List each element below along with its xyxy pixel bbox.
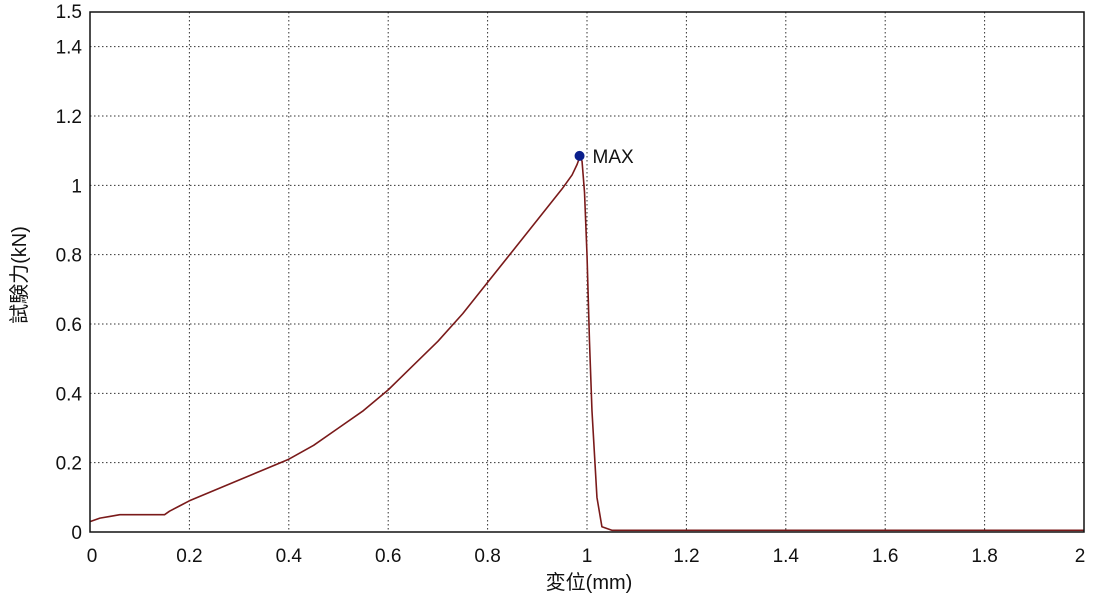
annotations: MAX bbox=[574, 147, 635, 168]
x-tick-label: 1.4 bbox=[773, 546, 800, 567]
max-point-marker bbox=[574, 150, 585, 161]
y-axis-title: 試験力(kN) bbox=[8, 226, 31, 324]
x-tick-label: 0.8 bbox=[474, 546, 500, 567]
x-tick-label: 1.8 bbox=[971, 546, 997, 567]
y-tick-label: 1 bbox=[71, 176, 82, 197]
plot-frame bbox=[89, 11, 1085, 533]
y-tick-label: 0.4 bbox=[56, 384, 83, 405]
x-tick-label: 1.6 bbox=[872, 546, 898, 567]
series-layer bbox=[89, 156, 1084, 532]
max-point-label: MAX bbox=[593, 147, 635, 168]
y-tick-label: 0.2 bbox=[56, 454, 82, 475]
x-tick-label: 0 bbox=[87, 546, 98, 567]
series-line-0 bbox=[89, 156, 1084, 532]
grid bbox=[90, 12, 1084, 532]
x-tick-label: 0.4 bbox=[276, 546, 303, 567]
y-tick-label: 0.6 bbox=[56, 315, 82, 336]
tick-labels: 0 0.2 0.4 0.6 0.8 1 1.2 1.4 1.6 1.8 2 0 0.2 0.4 0.6 0.8… bbox=[56, 2, 1086, 567]
y-tick-label: 1.5 bbox=[56, 2, 82, 23]
y-tick-label: 0 bbox=[71, 523, 82, 544]
x-tick-label: 2 bbox=[1075, 546, 1086, 567]
y-tick-label: 0.8 bbox=[56, 246, 82, 267]
x-axis-title: 変位(mm) bbox=[546, 571, 633, 594]
x-tick-label: 0.2 bbox=[176, 546, 202, 567]
plot-border bbox=[89, 11, 1085, 533]
y-tick-label: 1.4 bbox=[56, 38, 83, 59]
y-tick-label: 1.2 bbox=[56, 107, 82, 128]
x-tick-label: 0.6 bbox=[375, 546, 401, 567]
x-tick-label: 1 bbox=[582, 546, 593, 567]
x-tick-label: 1.2 bbox=[673, 546, 699, 567]
